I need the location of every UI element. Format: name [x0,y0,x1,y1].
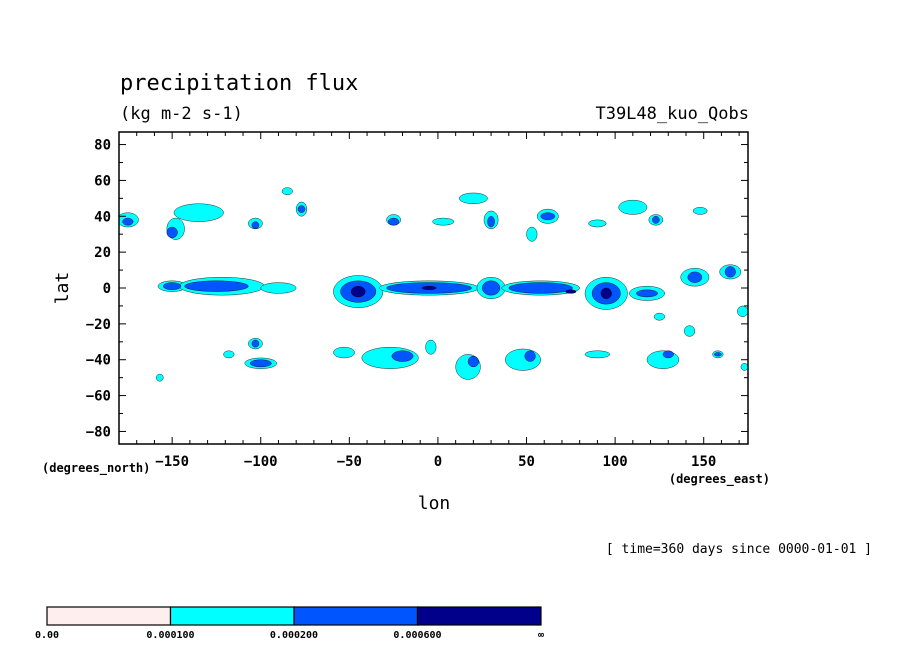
contour-region-7 [432,217,455,226]
contour-region-48 [487,216,495,228]
contour-region-4 [281,187,293,195]
y-tick-label: −20 [86,317,111,333]
legend-swatch-0 [46,606,172,626]
x-axis-units: (degrees_east) [669,472,770,487]
contour-region-60 [724,266,736,278]
chart-units: (kg m-2 s-1) [120,104,243,124]
contour-region-67 [714,352,722,357]
y-tick-label: 20 [94,245,111,261]
contour-region-13 [692,207,708,215]
contour-region-56 [508,282,573,294]
contour-region-44 [166,226,178,238]
contour-region-59 [687,271,703,283]
y-tick-label: 40 [94,209,111,225]
contour-region-37 [505,348,541,371]
y-tick-label: −40 [86,353,111,369]
contour-region-70 [600,287,612,299]
contour-region-61 [251,339,260,348]
contour-region-69 [421,286,437,290]
contour-region-27 [737,305,748,317]
y-axis: 80 60 40 20 0 −20 −40 −60 −80 [86,138,748,440]
legend-swatch-1 [169,606,295,626]
y-tick-label: 80 [94,138,111,154]
legend-bound-label: 0.00 [35,630,59,641]
contour-region-68 [350,286,366,298]
contour-region-14 [588,219,607,228]
contour-region-28 [653,312,665,321]
chart-title: precipitation flux [120,71,358,96]
contour-region-42 [156,373,164,382]
y-axis-label: lat [52,272,73,305]
contour-region-63 [391,350,414,362]
time-note: [ time=360 days since 0000-01-01 ] [606,542,872,557]
y-tick-label: −60 [86,389,111,405]
contour-region-64 [467,355,479,368]
x-tick-label: 150 [691,454,716,470]
contour-region-18 [260,282,297,294]
contour-region-50 [652,216,660,224]
x-tick-label: −100 [244,454,278,470]
contour-region-29 [684,325,696,337]
y-tick-label: 0 [103,281,111,297]
contour-region-55 [482,280,501,296]
legend-swatch-3 [416,606,542,626]
y-tick-label: −80 [86,424,111,440]
contour-region-41 [740,363,748,371]
y-tick-label: 60 [94,173,111,189]
legend-bound-label: ∞ [538,630,544,641]
contour-region-47 [388,217,400,226]
legend-bound-label: 0.000100 [146,630,194,641]
contour-region-58 [636,289,658,298]
legend-bound-label: 0.000200 [270,630,318,641]
contour-region-43 [122,217,134,226]
legend-swatch-2 [293,606,419,626]
contour-region-49 [540,212,556,221]
contour-region-45 [251,221,260,230]
x-tick-label: 50 [518,454,535,470]
contour-region-62 [249,359,272,368]
contour-region-35 [425,339,437,355]
contour-region-66 [662,350,674,359]
contour-region-51 [163,282,182,290]
contour-region-46 [297,205,306,213]
contour-region-15 [526,226,538,242]
x-tick-label: 0 [434,454,442,470]
x-tick-label: −50 [337,454,362,470]
contour-region-71 [565,289,577,294]
x-tick-label: −150 [155,454,189,470]
contour-region-65 [524,350,536,362]
legend-bound-label: 0.000600 [393,630,441,641]
contour-region-8 [458,192,488,204]
color-legend: 0.00 0.000100 0.000200 0.000600 ∞ [35,606,544,641]
contour-region-1 [173,203,224,222]
contour-region-32 [223,350,235,359]
x-tick-label: 100 [602,454,627,470]
experiment-label: T39L48_kuo_Qobs [595,104,749,124]
contour-region-11 [618,199,648,215]
x-axis-label: lon [418,493,451,514]
contour-region-33 [333,346,355,359]
y-axis-units: (degrees_north) [42,461,150,476]
contour-region-38 [584,350,610,359]
contour-regions [119,187,748,382]
contour-region-52 [184,280,249,292]
x-axis: −150 −100 −50 0 50 100 150 [136,132,740,470]
